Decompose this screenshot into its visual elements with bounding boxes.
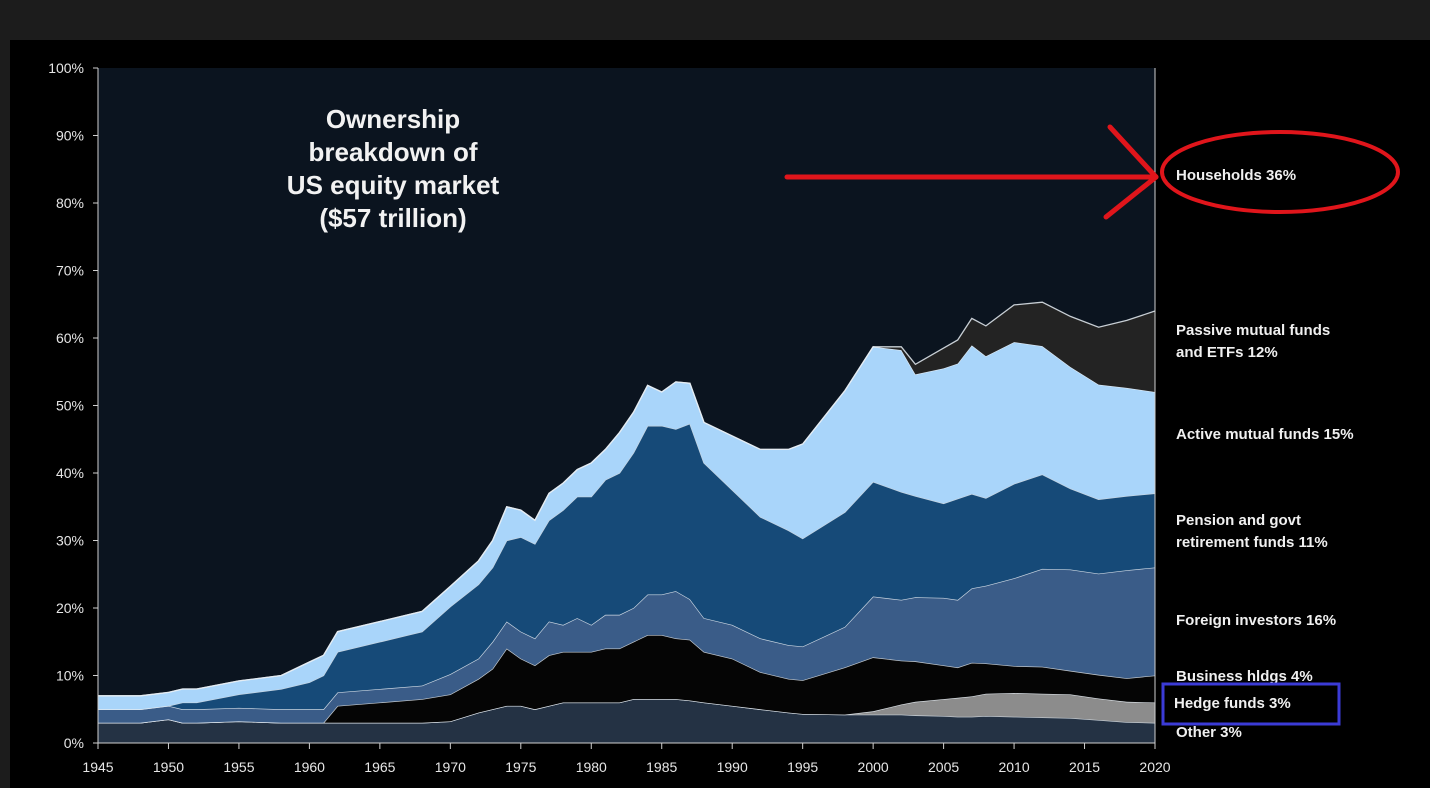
x-tick-labels: 1945 1950 1955 1960 1965 1970 1975 1980 1985 1990… [82,759,1170,775]
series-label-active-mutual-funds-15: Active mutual funds 15% [1176,426,1354,443]
y-tick-label: 10% [56,668,84,684]
x-tick-label: 1960 [294,759,325,775]
blue-highlight-box [1161,682,1341,726]
axes [93,67,1156,749]
y-tick-label: 90% [56,128,84,144]
title-line: breakdown of [308,137,477,167]
series-label-households-36: Households 36% [1176,167,1296,184]
x-tick-label: 2000 [858,759,889,775]
title-line: Ownership [326,104,460,134]
area-foreign-investors-16 [98,567,1155,723]
x-tick-label: 1995 [787,759,818,775]
x-tick-label: 1980 [576,759,607,775]
x-tick-label: 2010 [998,759,1029,775]
area-passive-mutual-funds-and-etfs-12 [98,302,1155,696]
x-tick-label: 1985 [646,759,677,775]
red-arrow-head-bottom [1103,174,1159,220]
series-label-pension-and-govt-retirement-funds-11: Pension and govt [1176,512,1301,529]
y-tick-label: 60% [56,330,84,346]
title-line: US equity market [287,170,500,200]
area-active-mutual-funds-15 [98,342,1155,710]
area-hedge-funds-3 [98,693,1155,723]
area-other-3 [98,699,1155,743]
red-arrow-head-top [1107,124,1159,180]
series-label-passive-mutual-funds-and-etfs-12: and ETFs 12% [1176,344,1278,361]
series-label-pension-and-govt-retirement-funds-11: retirement funds 11% [1176,534,1328,551]
boundary-line-passive-mutual-funds-and-etfs-12 [98,301,1156,697]
series-label-business-hldgs-4: Business hldgs 4% [1176,668,1313,685]
y-tick-labels: 0% 10% 20% 30% 40% 50% 60% 70% 80% 90% 100% [48,60,84,751]
x-tick-label: 1965 [364,759,395,775]
red-circle [1160,130,1400,214]
stacked-areas [98,301,1156,743]
y-tick-label: 20% [56,600,84,616]
y-tick-label: 0% [64,735,84,751]
x-tick-label: 2015 [1069,759,1100,775]
area-pension-and-govt-retirement-funds-11 [98,423,1155,710]
x-tick-label: 1975 [505,759,536,775]
x-tick-label: 1990 [717,759,748,775]
title-line: ($57 trillion) [319,203,466,233]
series-label-hedge-funds-3: Hedge funds 3% [1174,695,1291,712]
y-tick-label: 80% [56,195,84,211]
series-label-foreign-investors-16: Foreign investors 16% [1176,612,1336,629]
x-tick-label: 2005 [928,759,959,775]
series-label-passive-mutual-funds-and-etfs-12: Passive mutual funds [1176,322,1330,339]
y-tick-label: 40% [56,465,84,481]
area-business-hldgs-4 [98,635,1155,723]
series-labels: Households 36% Passive mutual funds and ET… [1174,167,1354,741]
x-tick-label: 1955 [223,759,254,775]
x-tick-label: 1945 [82,759,113,775]
x-tick-label: 1950 [153,759,184,775]
x-tick-label: 1970 [435,759,466,775]
y-tick-label: 50% [56,398,84,414]
y-tick-label: 70% [56,263,84,279]
y-tick-label: 30% [56,533,84,549]
y-tick-label: 100% [48,60,84,76]
x-tick-label: 2020 [1139,759,1170,775]
series-label-other-3: Other 3% [1176,724,1242,741]
annotations [784,124,1400,726]
